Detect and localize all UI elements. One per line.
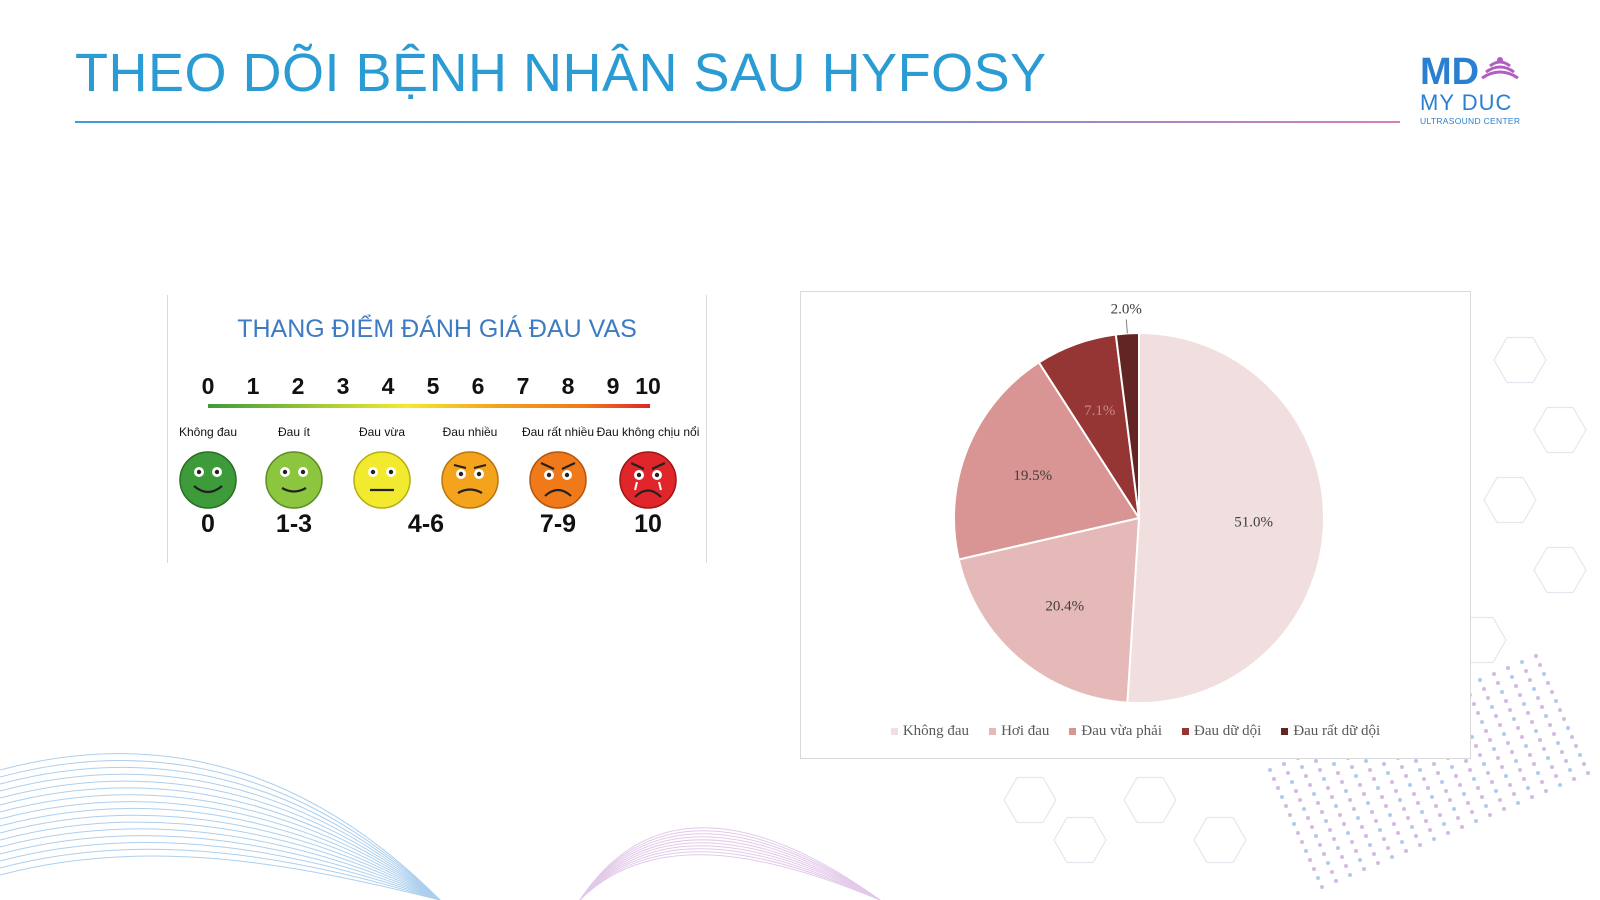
scale-number: 6 [471,373,485,399]
pie-data-label: 51.0% [1234,515,1273,531]
logo-mark-icon: MD [1420,52,1519,88]
happy-face-icon [179,451,237,509]
range-value: 10 [634,510,662,538]
legend-item: Hơi đau [989,723,1049,740]
vas-pain-scale: THANG ĐIỂM ĐÁNH GIÁ ĐAU VAS 0 1 2 3 4 5 … [167,295,707,563]
logo-brand: MY DUC [1420,90,1513,115]
pie-data-label: 20.4% [1045,598,1084,614]
vas-title: THANG ĐIỂM ĐÁNH GIÁ ĐAU VAS [237,315,637,343]
slide-title: THEO DÕI BỆNH NHÂN SAU HYFOSY [75,43,1047,103]
legend-swatch [1069,728,1077,736]
hexagon-pattern [1003,336,1587,864]
pie-slices [953,331,1325,704]
legend-item: Đau rất dữ dội [1281,723,1380,740]
range-value: 4-6 [407,510,445,538]
legend-label: Không đau [902,723,970,739]
scale-number: 5 [426,373,440,399]
pie-leader-line [1125,319,1128,334]
very-sad-face-icon [529,451,587,509]
legend-item: Đau dữ dội [1182,723,1261,740]
pie-slice [1126,331,1325,704]
pie-data-label: 19.5% [1013,468,1052,484]
face-label-mild: Đau ít [277,425,310,439]
face-label-unbearable: Đau không chịu nổi [596,425,700,439]
pie-labels: 51.0% 20.4% 19.5% 7.1% 2.0% [1013,301,1273,614]
legend-item: Đau vừa phải [1069,723,1162,740]
scale-number: 3 [336,373,350,399]
face-label-no-pain: Không đau [178,425,238,439]
legend-swatch [1182,728,1190,736]
scale-number: 8 [561,373,575,399]
pie-data-label: 2.0% [1111,301,1142,317]
pie-slice [957,516,1141,704]
face-label-very-severe: Đau rất nhiều [521,425,595,439]
range-value: 1-3 [275,510,313,538]
pie-slice [953,361,1141,561]
smile-face-icon [265,451,323,509]
sad-face-icon [441,451,499,509]
legend-label: Đau vừa phải [1081,723,1163,739]
wave-lines [0,753,441,900]
face-label-moderate: Đau vừa [358,425,406,439]
scale-number: 4 [381,373,395,399]
legend-label: Đau rất dữ dội [1293,723,1381,739]
scale-number: 2 [291,373,305,399]
scale-number: 10 [635,373,661,399]
legend-label: Đau dữ dội [1194,723,1262,739]
scale-number: 7 [516,373,530,399]
pie-chart-panel: 51.0% 20.4% 19.5% 7.1% 2.0% Không đau Hơi đau… [800,291,1471,759]
range-value: 0 [201,510,215,538]
neutral-face-icon [353,451,411,509]
wave-lines-purple [579,827,881,900]
legend-swatch [989,728,997,736]
range-value: 7-9 [539,510,577,538]
scale-number: 0 [201,373,215,399]
crying-face-icon [619,451,677,509]
logo-subtitle: ULTRASOUND CENTER [1420,116,1521,126]
logo-mark-text: MD [1420,52,1479,88]
face-label-severe: Đau nhiều [442,425,498,439]
legend-swatch [890,728,898,736]
legend-item: Không đau [890,723,970,740]
legend-swatch [1281,728,1289,736]
title-underline [75,121,1400,123]
scale-number: 9 [606,373,620,399]
pie-data-label: 7.1% [1084,403,1115,419]
logo: MD MY DUC ULTRASOUND CENTER [1420,52,1530,126]
chart-legend: Không đau Hơi đau Đau vừa phải Đau dữ dội Đa… [801,723,1470,740]
legend-label: Hơi đau [1001,723,1050,739]
pie-chart: 51.0% 20.4% 19.5% 7.1% 2.0% [953,301,1325,704]
scale-number: 1 [246,373,260,399]
scale-ruler [208,404,650,417]
